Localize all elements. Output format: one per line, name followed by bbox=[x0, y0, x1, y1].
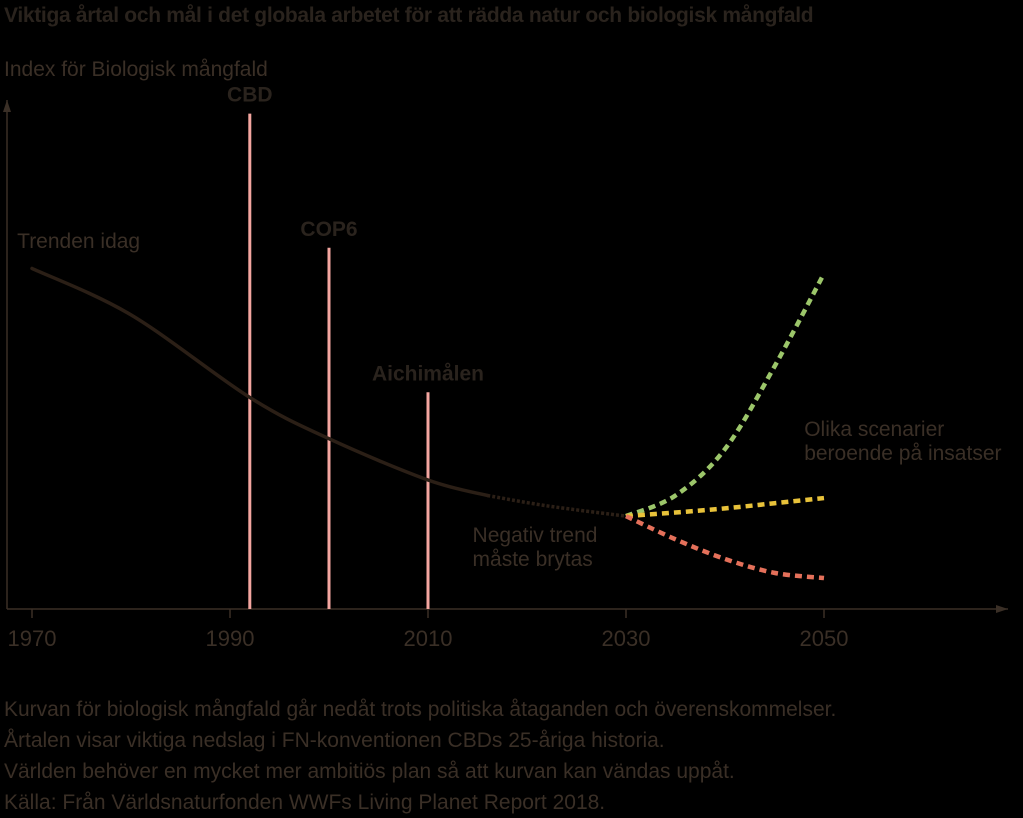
caption-line-3: Världen behöver en mycket mer ambitiös p… bbox=[4, 760, 735, 783]
caption-line-2: Årtalen visar viktiga nedslag i FN-konve… bbox=[4, 729, 665, 752]
annotation-line: måste brytas bbox=[473, 548, 593, 571]
series-scenario-down bbox=[625, 514, 825, 581]
x-tick-label: 2050 bbox=[800, 626, 849, 651]
annotation-scenarios: Olika scenarier beroende på insatser bbox=[804, 418, 1001, 465]
event-label: COP6 bbox=[300, 218, 357, 241]
caption-line-4: Källa: Från Världsnaturfonden WWFs Livin… bbox=[4, 791, 606, 814]
series-scenario-flat bbox=[625, 495, 825, 519]
series-trend-solid bbox=[30, 266, 490, 498]
event-label: CBD bbox=[227, 84, 273, 107]
series-trend-dotted bbox=[487, 493, 627, 518]
caption: Kurvan för biologisk mångfald går nedåt … bbox=[4, 694, 836, 818]
annotation-negative-trend: Negativ trend måste brytas bbox=[473, 524, 598, 571]
annotation-line: Olika scenarier bbox=[804, 418, 944, 441]
event-label: Aichimålen bbox=[372, 362, 484, 385]
x-tick-label: 2010 bbox=[404, 626, 453, 651]
x-tick-label: 2030 bbox=[602, 626, 651, 651]
y-axis-arrow bbox=[3, 100, 11, 112]
annotation-line: beroende på insatser bbox=[804, 442, 1001, 465]
annotation-line: Negativ trend bbox=[473, 524, 598, 547]
x-axis-arrow bbox=[996, 605, 1008, 613]
chart-title: Viktiga årtal och mål i det globala arbe… bbox=[4, 4, 814, 27]
caption-line-1: Kurvan för biologisk mångfald går nedåt … bbox=[4, 698, 837, 721]
chart-svg: 1970 1990 2010 2030 2050 CBD COP6 Aichimålen Tre… bbox=[3, 84, 1008, 651]
annotation-line: Trenden idag bbox=[17, 230, 140, 253]
x-tick-label: 1970 bbox=[8, 626, 57, 651]
y-axis-label: Index för Biologisk mångfald bbox=[4, 58, 268, 81]
x-tick-label: 1990 bbox=[206, 626, 255, 651]
series-scenario-up bbox=[625, 272, 826, 519]
annotation-trend-today: Trenden idag bbox=[17, 230, 140, 253]
